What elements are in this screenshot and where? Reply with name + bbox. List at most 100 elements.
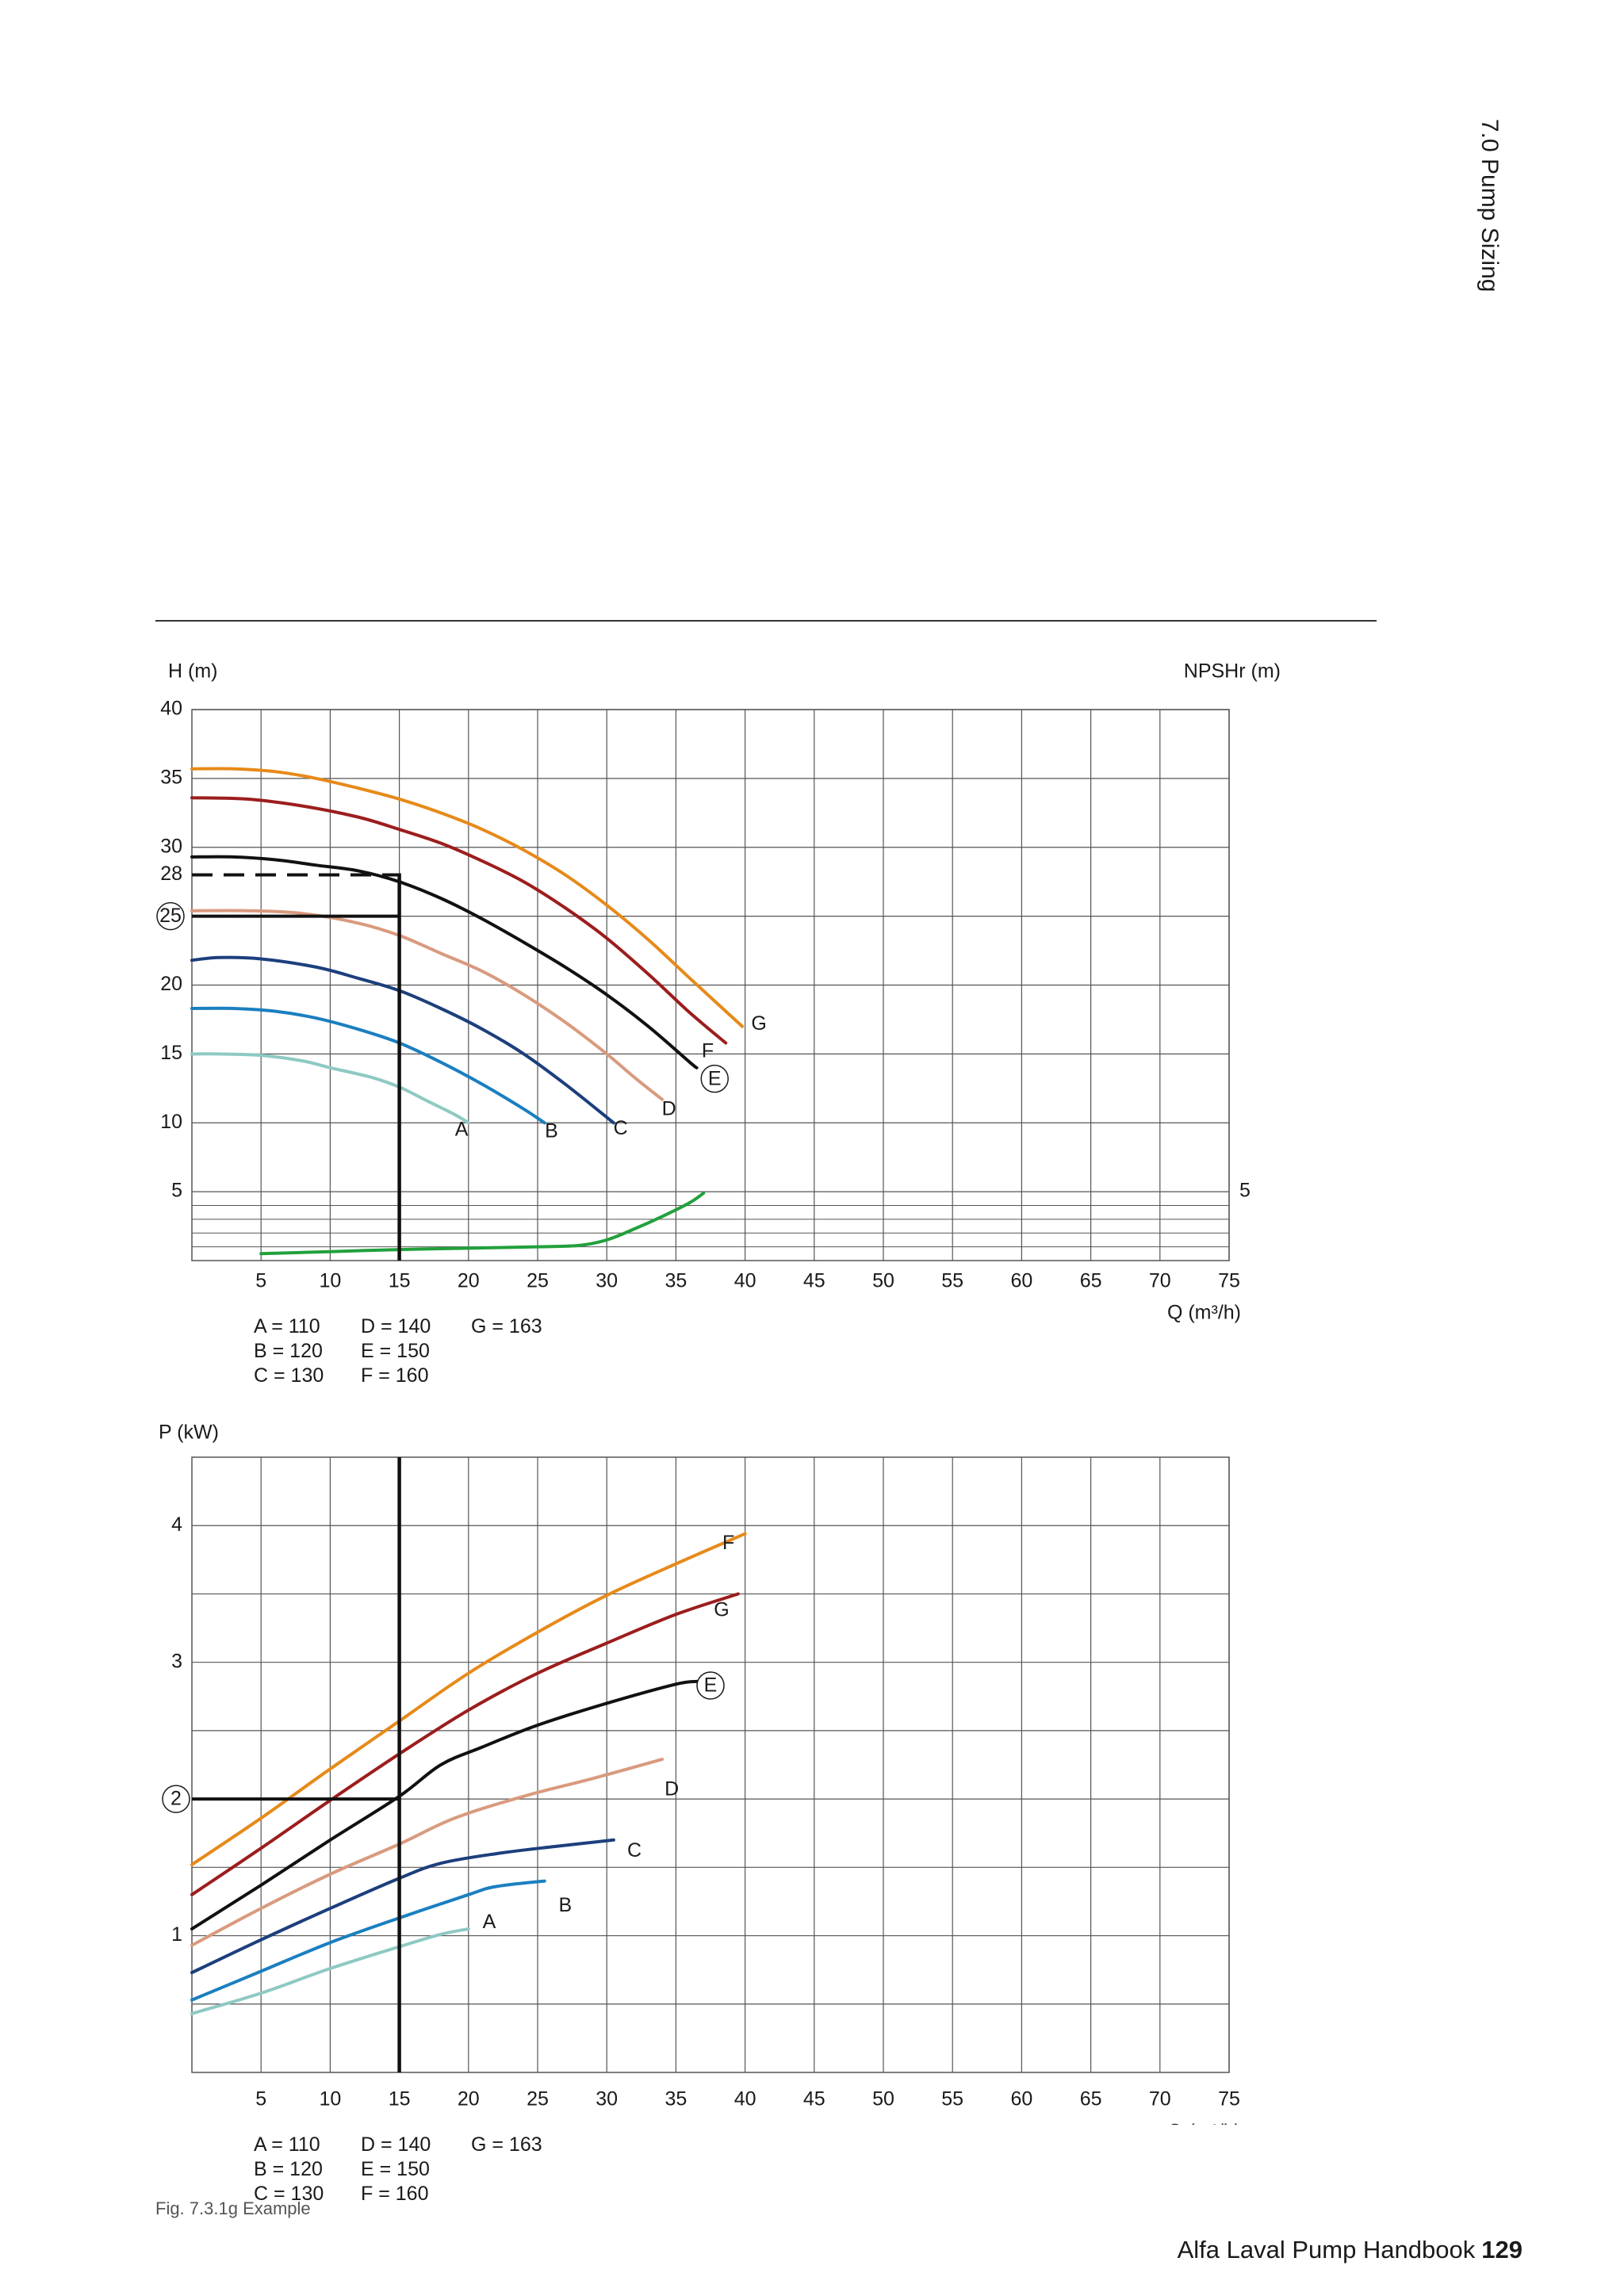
curve-label: F [722, 1532, 734, 1554]
y-axis-label: P (kW) [159, 1422, 219, 1444]
curve-label: C [614, 1117, 628, 1139]
curve-label: C [627, 1839, 642, 1862]
head-curve-f [190, 796, 728, 1045]
plot-frame [191, 1456, 1230, 2073]
y-tick-label-circled: 25 [159, 905, 182, 927]
page-footer: Alfa Laval Pump Handbook 129 [1178, 2236, 1522, 2264]
head-chart: H (m) NPSHr (m) Q (m³/h) 5 10 15 20 25 30 35 40 45 5… [156, 660, 1281, 1324]
x-tick-label: 60 [1010, 1270, 1032, 1292]
legend-entry: C = 130 [254, 2183, 324, 2205]
head-tick-circle [156, 901, 185, 931]
header-rule [155, 620, 1377, 622]
legend-entry: B = 120 [254, 2158, 323, 2180]
legend-entry: G = 163 [471, 1315, 542, 1337]
x-tick-label: 25 [527, 1270, 549, 1292]
head-curve-d [190, 909, 664, 1101]
x-tick-label: 5 [255, 1270, 266, 1292]
curve-label: E [708, 1067, 722, 1089]
x-tick-label: 75 [1218, 1270, 1240, 1292]
power-curve-a [190, 1927, 470, 2015]
power-curve-b [190, 1879, 546, 2002]
figure-caption: Fig. 7.3.1g Example [155, 2198, 311, 2218]
x-tick-label: 40 [734, 1270, 756, 1292]
x-tick-label: 55 [941, 2088, 963, 2110]
legend-col-3: G = 163 [471, 2133, 542, 2157]
legend-entry: A = 110 [254, 2133, 320, 2156]
head-curve-b [190, 1006, 546, 1125]
y-tick-label: 5 [171, 1180, 182, 1202]
y-tick-label: 40 [160, 698, 182, 720]
x-tick-label: 25 [527, 2088, 549, 2110]
y-tick-label-right: 5 [1239, 1180, 1251, 1202]
head-curve-g [190, 767, 745, 1028]
y-tick-label: 3 [171, 1650, 182, 1672]
head-curve-a [190, 1052, 470, 1125]
head-curve-c [190, 955, 615, 1125]
legend-entry: D = 140 [361, 1315, 431, 1337]
x-tick-label: 10 [319, 1270, 341, 1292]
power-curve-e [190, 1679, 699, 1931]
x-tick-label: 70 [1149, 2088, 1171, 2110]
power-chart: P (kW) Q (m³/h) 5 10 15 20 25 30 35 40 45 50 55 60 65 7… [159, 1422, 1241, 2125]
legend-entry: F = 160 [361, 2183, 429, 2205]
y-axis-label: H (m) [168, 660, 217, 683]
x-tick-label: 30 [596, 1270, 618, 1292]
head-curve-e [190, 855, 699, 1070]
legend-col-3: G = 163 [471, 1314, 542, 1339]
x-tick-label: 30 [596, 2088, 618, 2110]
y-tick-label: 10 [160, 1111, 182, 1133]
curve-label: F [702, 1040, 714, 1062]
x-axis-label: Q (m³/h) [1167, 2121, 1241, 2125]
legend-col-2: D = 140 E = 150 F = 160 [361, 2133, 431, 2206]
book-title: Alfa Laval Pump Handbook [1177, 2236, 1476, 2263]
page-number: 129 [1481, 2236, 1522, 2263]
power-curve-d [190, 1758, 664, 1947]
y-tick-label: 35 [160, 766, 182, 788]
curve-label: D [662, 1097, 676, 1119]
legend-entry: G = 163 [471, 2133, 542, 2156]
curve-label: A [483, 1911, 496, 1933]
power-curve-g [190, 1592, 740, 1896]
x-tick-label: 45 [803, 1270, 825, 1292]
curve-label-circle [696, 1671, 725, 1700]
legend-entry: B = 120 [254, 1340, 323, 1362]
curve-label: E [704, 1674, 718, 1697]
x-tick-label: 10 [319, 2088, 341, 2110]
y-axis-label-right: NPSHr (m) [1184, 660, 1281, 683]
y-tick-label: 15 [160, 1042, 182, 1064]
legend-entry: E = 150 [361, 1340, 430, 1362]
y-tick-label-circled: 2 [170, 1788, 182, 1810]
curve-label: B [559, 1894, 573, 1916]
y-tick-label: 28 [160, 863, 182, 885]
x-tick-label: 55 [941, 1270, 963, 1292]
x-tick-label: 35 [665, 1270, 687, 1292]
x-tick-label: 75 [1218, 2088, 1240, 2110]
legend-entry: C = 130 [254, 1364, 324, 1387]
x-tick-label: 15 [389, 2088, 411, 2110]
x-tick-label: 40 [734, 2088, 756, 2110]
curve-label: D [665, 1778, 679, 1800]
y-tick-label: 1 [171, 1923, 182, 1946]
npshr-curve [259, 1191, 706, 1256]
x-tick-label: 20 [458, 2088, 480, 2110]
power-curve-f [190, 1532, 747, 1866]
legend-entry: A = 110 [254, 1315, 320, 1337]
curve-label: A [455, 1119, 469, 1141]
curve-label: B [545, 1119, 558, 1142]
plot-frame [191, 709, 1230, 1261]
legend-col-1: A = 110 B = 120 C = 130 [254, 1314, 324, 1388]
x-tick-label: 50 [872, 1270, 894, 1292]
x-tick-label: 5 [255, 2088, 266, 2110]
x-tick-label: 15 [389, 1270, 411, 1292]
x-tick-label: 35 [665, 2088, 687, 2110]
x-tick-label: 50 [872, 2088, 894, 2110]
power-tick-circle [162, 1785, 190, 1813]
curve-label-circle [700, 1064, 729, 1093]
curve-label: G [714, 1599, 729, 1621]
legend-entry: D = 140 [361, 2133, 431, 2156]
y-tick-label: 20 [160, 973, 182, 995]
x-tick-label: 65 [1080, 1270, 1102, 1292]
y-tick-label: 30 [160, 835, 182, 857]
legend-entry: F = 160 [361, 1364, 429, 1387]
x-axis-label: Q (m³/h) [1167, 1302, 1241, 1324]
